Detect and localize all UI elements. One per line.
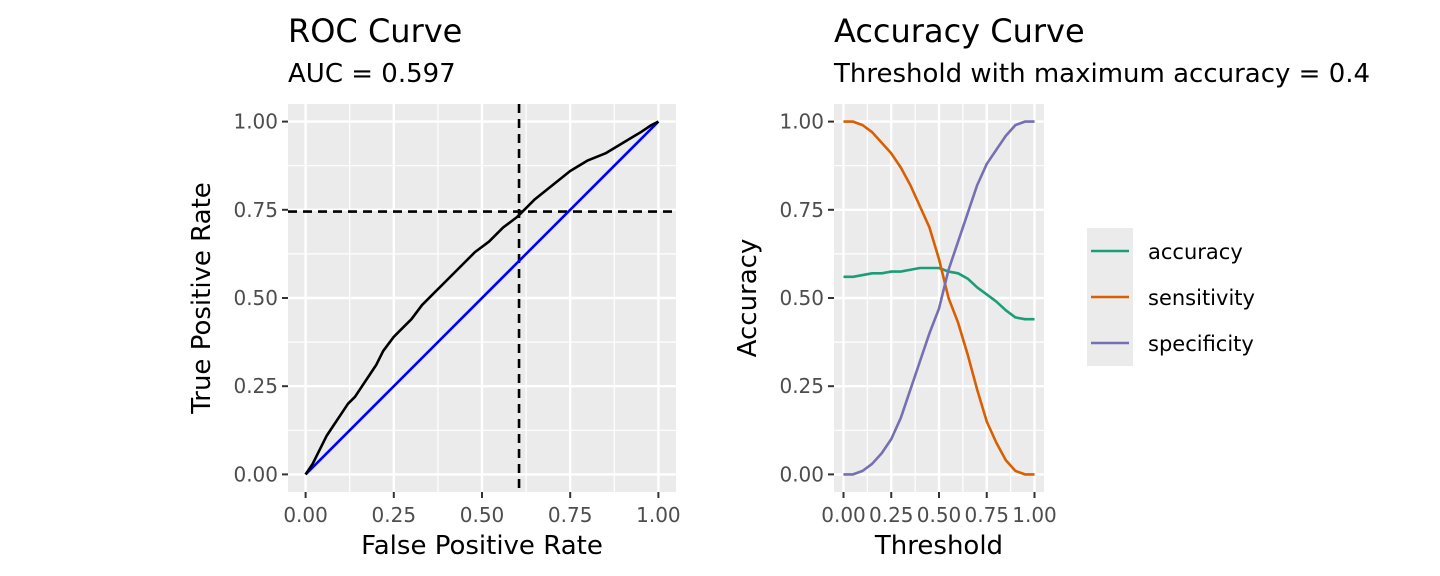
- accuracy-x-tick-label: 0.50: [917, 503, 962, 527]
- accuracy-x-tick-label: 0.00: [821, 503, 866, 527]
- roc-series-group: [304, 120, 660, 476]
- roc-x-tick-label: 0.00: [283, 503, 328, 527]
- roc-reference-lines: [288, 104, 676, 492]
- accuracy-y-tick-label: 0.75: [779, 198, 824, 222]
- roc-y-tick-label: 1.00: [233, 110, 278, 134]
- accuracy-series-group: [843, 120, 1035, 476]
- accuracy-series-line-sensitivity: [843, 120, 1035, 476]
- roc-y-axis-title: True Positive Rate: [187, 182, 217, 415]
- legend-items: accuracy sensitivity specificity: [1091, 240, 1255, 356]
- accuracy-series-line-accuracy: [843, 266, 1035, 321]
- accuracy-y-tick-label: 0.00: [779, 462, 824, 486]
- accuracy-gridlines: [834, 104, 1044, 492]
- accuracy-y-axis-title: Accuracy: [733, 239, 763, 358]
- roc-panel: ROC Curve AUC = 0.597 0.00 0.25 0.50 0.75 1.…: [187, 12, 681, 561]
- legend-label-specificity: specificity: [1148, 332, 1254, 356]
- legend-label-accuracy: accuracy: [1148, 240, 1243, 264]
- accuracy-subtitle: Threshold with maximum accuracy = 0.4: [833, 59, 1370, 89]
- roc-x-tick-label: 0.75: [548, 503, 593, 527]
- accuracy-panel: Accuracy Curve Threshold with maximum ac…: [733, 12, 1370, 561]
- accuracy-series-line-specificity: [843, 120, 1035, 476]
- accuracy-y-tick-label: 0.50: [779, 286, 824, 310]
- roc-y-tick-label: 0.00: [233, 462, 278, 486]
- roc-x-axis-title: False Positive Rate: [361, 531, 603, 561]
- roc-title: ROC Curve: [288, 12, 462, 50]
- accuracy-x-tick-label: 0.25: [869, 503, 914, 527]
- accuracy-y-ticks: 0.00 0.25 0.50 0.75 1.00: [779, 110, 834, 486]
- accuracy-y-tick-label: 1.00: [779, 110, 824, 134]
- roc-y-tick-label: 0.75: [233, 198, 278, 222]
- roc-y-tick-label: 0.50: [233, 286, 278, 310]
- roc-y-tick-label: 0.25: [233, 374, 278, 398]
- accuracy-x-tick-label: 0.75: [964, 503, 1009, 527]
- accuracy-y-tick-label: 0.25: [779, 374, 824, 398]
- roc-series-line-roc: [304, 120, 659, 476]
- roc-x-tick-label: 0.50: [460, 503, 505, 527]
- accuracy-title: Accuracy Curve: [834, 12, 1085, 50]
- accuracy-x-ticks: 0.00 0.25 0.50 0.75 1.00: [821, 492, 1057, 527]
- roc-series-line-diagonal: [304, 120, 660, 476]
- accuracy-x-tick-label: 1.00: [1012, 503, 1057, 527]
- accuracy-x-axis-title: Threshold: [874, 531, 1003, 561]
- accuracy-legend: accuracy sensitivity specificity: [1087, 228, 1255, 366]
- roc-y-ticks: 0.00 0.25 0.50 0.75 1.00: [233, 110, 288, 486]
- roc-x-ticks: 0.00 0.25 0.50 0.75 1.00: [283, 492, 681, 527]
- roc-x-tick-label: 0.25: [372, 503, 417, 527]
- legend-label-sensitivity: sensitivity: [1148, 286, 1255, 310]
- roc-x-tick-label: 1.00: [636, 503, 681, 527]
- roc-subtitle: AUC = 0.597: [288, 59, 456, 89]
